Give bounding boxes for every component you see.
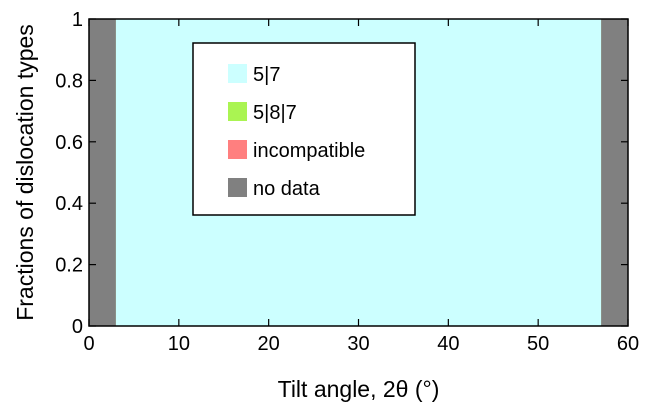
y-tick-label: 0.2: [55, 255, 83, 277]
legend-label-5-8-7: 5|8|7: [253, 102, 297, 124]
x-tick-label: 60: [617, 333, 639, 355]
y-tick-label: 0: [72, 316, 83, 338]
x-tick-label: 30: [347, 333, 369, 355]
legend-swatch-incompatible: [228, 140, 247, 159]
legend-label-incompatible: incompatible: [253, 140, 365, 162]
y-tick-label: 0.4: [55, 193, 83, 215]
x-tick-label: 10: [168, 333, 190, 355]
y-tick-label: 0.6: [55, 132, 83, 154]
legend-label-no-data: no data: [253, 178, 321, 200]
x-tick-label: 50: [527, 333, 549, 355]
legend-label-5-7: 5|7: [253, 64, 280, 86]
x-tick-label: 20: [258, 333, 280, 355]
legend-swatch-no-data: [228, 178, 247, 197]
y-axis: 0 0.2 0.4 0.6 0.8 1: [55, 9, 628, 338]
y-axis-label: Fractions of dislocation types: [12, 24, 38, 321]
legend: 5|7 5|8|7 incompatible no data: [192, 42, 416, 216]
x-tick-label: 0: [83, 333, 94, 355]
y-tick-label: 1: [72, 9, 83, 31]
x-tick-label: 40: [437, 333, 459, 355]
legend-swatch-5-7: [228, 64, 247, 83]
x-axis: 0 10 20 30 40 50 60: [83, 19, 639, 355]
y-tick-label: 0.8: [55, 70, 83, 92]
x-axis-label: Tilt angle, 2θ (°): [278, 376, 440, 402]
legend-swatch-5-8-7: [228, 102, 247, 121]
